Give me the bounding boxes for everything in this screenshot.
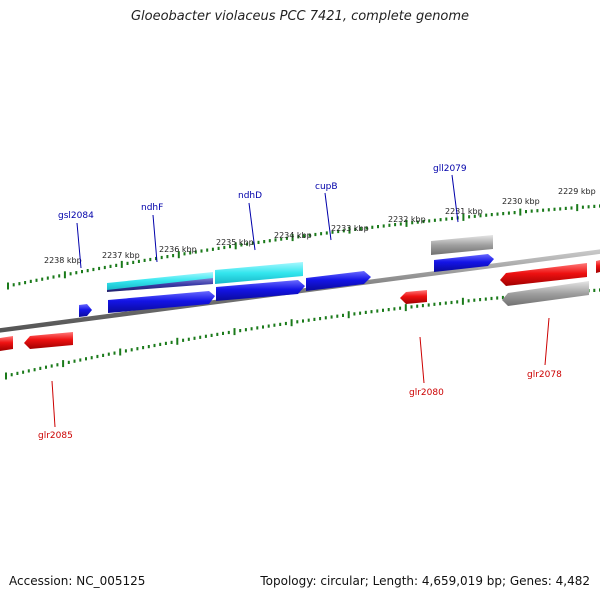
gene-arrow-glr2085[interactable] xyxy=(24,332,73,349)
label-leaders xyxy=(51,174,550,428)
leader-gsl2084 xyxy=(76,222,82,269)
scale-label: 2237 kbp xyxy=(102,251,140,260)
cds-track xyxy=(107,235,493,292)
leader-glr2080 xyxy=(419,336,425,384)
gene-label[interactable]: gll2079 xyxy=(433,164,467,174)
gene-arrow-partial-right[interactable] xyxy=(596,260,600,273)
gene-labels-reverse: glr2085 glr2080 glr2078 xyxy=(38,370,562,441)
gene-label[interactable]: gsl2084 xyxy=(58,211,94,221)
gene-arrow-ndhD[interactable] xyxy=(216,280,305,301)
gene-arrow-partial-left[interactable] xyxy=(0,336,13,351)
leader-ndhF xyxy=(152,214,158,263)
gene-arrow-glr2080[interactable] xyxy=(400,290,427,304)
gene-label[interactable]: glr2085 xyxy=(38,431,73,441)
gene-arrow-glr2078-gray[interactable] xyxy=(502,281,589,306)
topology-stats-text: Topology: circular; Length: 4,659,019 bp… xyxy=(260,574,590,588)
scale-label: 2236 kbp xyxy=(159,245,197,254)
gene-label[interactable]: ndhF xyxy=(141,203,163,213)
reverse-strand-genes xyxy=(0,260,600,351)
gene-arrow-gsl2084[interactable] xyxy=(79,304,92,317)
gene-arrow-cupB[interactable] xyxy=(306,271,371,291)
cds-feature-ndhF-light[interactable] xyxy=(107,272,213,290)
accession-text: Accession: NC_005125 xyxy=(9,574,146,588)
scale-label: 2235 kbp xyxy=(216,238,254,247)
scale-label: 2234 kbp xyxy=(274,231,312,240)
cds-feature-ndhD[interactable] xyxy=(215,262,303,284)
gene-label[interactable]: cupB xyxy=(315,182,338,192)
leader-glr2085 xyxy=(51,380,56,428)
leader-ndhD xyxy=(248,202,256,251)
leader-cupB xyxy=(324,192,332,241)
gene-label[interactable]: ndhD xyxy=(238,191,262,201)
feature-gll2079-gray[interactable] xyxy=(431,235,493,255)
gene-arrow-gll2079[interactable] xyxy=(434,254,494,272)
scale-label: 2233 kbp xyxy=(331,224,369,233)
scale-labels: 2238 kbp 2237 kbp 2236 kbp 2235 kbp 2234… xyxy=(44,187,596,265)
scale-label: 2231 kbp xyxy=(445,207,483,216)
forward-strand-genes xyxy=(79,254,494,317)
map-title: Gloeobacter violaceus PCC 7421, complete… xyxy=(130,9,470,24)
gene-label[interactable]: glr2080 xyxy=(409,388,444,398)
scale-label: 2232 kbp xyxy=(388,215,426,224)
leader-glr2078 xyxy=(544,317,550,366)
scale-label: 2229 kbp xyxy=(558,187,596,196)
scale-label: 2230 kbp xyxy=(502,197,540,206)
leader-gll2079 xyxy=(451,174,459,223)
gene-arrow-ndhF[interactable] xyxy=(108,291,215,313)
gene-label[interactable]: glr2078 xyxy=(527,370,562,380)
scale-label: 2238 kbp xyxy=(44,256,82,265)
gene-labels-forward: gsl2084 ndhF ndhD cupB gll2079 xyxy=(58,164,467,221)
gene-arrow-glr2078[interactable] xyxy=(500,263,587,286)
